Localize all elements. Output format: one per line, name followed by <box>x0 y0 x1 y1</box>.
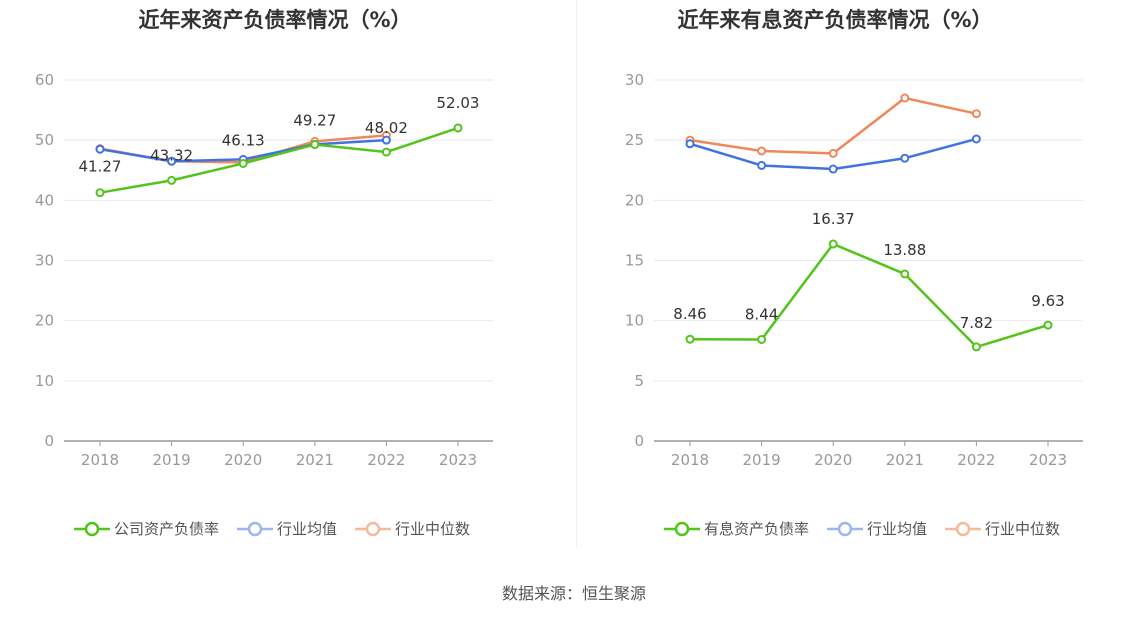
x-tick-label: 2020 <box>814 451 852 469</box>
data-point <box>453 123 463 133</box>
legend-line-green-icon <box>664 521 700 536</box>
data-label: 13.88 <box>883 241 926 259</box>
legend-label: 行业中位数 <box>985 520 1061 538</box>
x-tick-label: 2019 <box>153 451 191 469</box>
y-tick-label: 15 <box>625 252 644 270</box>
data-point <box>685 334 695 344</box>
data-source-note: 数据来源：恒生聚源 <box>501 584 646 603</box>
data-point <box>828 164 838 174</box>
data-point <box>310 140 320 150</box>
y-tick-label: 0 <box>44 432 54 450</box>
data-point <box>900 269 910 279</box>
legend-item-industry-mean[interactable]: 行业均值 <box>237 518 337 539</box>
legend-item-interest-ratio[interactable]: 有息资产负债率 <box>664 518 809 539</box>
legend-label: 公司资产负债率 <box>114 520 220 538</box>
right-legend: 有息资产负债率 行业均值 行业中位数 <box>664 518 1078 539</box>
x-tick-label: 2022 <box>957 451 995 469</box>
data-point <box>971 109 981 119</box>
right-chart-title: 近年来有息资产负债率情况（%） <box>677 8 993 32</box>
data-point <box>95 144 105 154</box>
series-line <box>689 96 977 155</box>
legend-line-blue-icon <box>237 521 274 536</box>
legend-item-company-ratio[interactable]: 公司资产负债率 <box>74 518 219 539</box>
x-tick-label: 2020 <box>224 451 262 469</box>
data-point <box>971 342 981 352</box>
x-tick-label: 2018 <box>671 451 709 469</box>
x-tick-label: 2023 <box>439 451 477 469</box>
data-point <box>757 334 767 344</box>
y-tick-label: 10 <box>625 312 644 330</box>
legend-label: 行业均值 <box>277 520 338 538</box>
data-point <box>900 153 910 163</box>
y-tick-label: 5 <box>634 372 644 390</box>
y-tick-label: 20 <box>625 191 644 209</box>
y-tick-label: 30 <box>625 71 644 89</box>
data-label: 48.02 <box>365 119 408 137</box>
y-tick-label: 25 <box>625 131 644 149</box>
data-point <box>828 239 838 249</box>
legend-label: 行业中位数 <box>395 520 471 538</box>
x-tick-label: 2018 <box>81 451 119 469</box>
legend-line-green-icon <box>74 521 110 536</box>
data-label: 43.32 <box>150 146 193 164</box>
data-point <box>381 135 391 145</box>
left-chart-title: 近年来资产负债率情况（%） <box>138 8 412 32</box>
data-point <box>381 147 391 157</box>
data-label: 8.46 <box>673 305 706 323</box>
data-label: 49.27 <box>293 112 336 130</box>
data-point <box>757 160 767 170</box>
legend-label: 有息资产负债率 <box>704 520 810 538</box>
data-point <box>238 158 248 168</box>
data-label: 7.82 <box>960 314 993 332</box>
y-tick-label: 40 <box>35 191 54 209</box>
x-tick-label: 2022 <box>367 451 405 469</box>
x-tick-label: 2023 <box>1029 451 1067 469</box>
data-point <box>828 148 838 158</box>
y-tick-label: 50 <box>35 131 54 149</box>
data-label: 46.13 <box>222 131 265 149</box>
data-label: 8.44 <box>745 305 778 323</box>
legend-item-industry-mean[interactable]: 行业均值 <box>827 518 927 539</box>
y-tick-label: 10 <box>35 372 54 390</box>
y-tick-label: 0 <box>634 432 644 450</box>
data-label: 16.37 <box>812 210 855 228</box>
legend-item-industry-median[interactable]: 行业中位数 <box>355 518 470 539</box>
data-point <box>167 156 177 166</box>
x-tick-label: 2021 <box>296 451 334 469</box>
y-tick-label: 30 <box>35 252 54 270</box>
data-point <box>900 93 910 103</box>
series-line <box>99 126 459 194</box>
data-point <box>971 134 981 144</box>
x-tick-label: 2019 <box>743 451 781 469</box>
data-point <box>685 139 695 149</box>
legend-line-orange-icon <box>945 521 982 536</box>
legend-line-blue-icon <box>827 521 864 536</box>
chart-divider <box>576 0 577 548</box>
x-tick-label: 2021 <box>886 451 924 469</box>
data-label: 9.63 <box>1031 292 1064 310</box>
left-legend: 公司资产负债率 行业均值 行业中位数 <box>74 518 488 539</box>
y-tick-label: 60 <box>35 71 54 89</box>
legend-line-orange-icon <box>355 521 392 536</box>
data-point <box>167 175 177 185</box>
data-label: 52.03 <box>437 94 480 112</box>
legend-label: 行业均值 <box>867 520 928 538</box>
data-label: 41.27 <box>79 158 122 176</box>
data-point <box>95 188 105 198</box>
data-point <box>757 146 767 156</box>
data-point <box>1043 320 1053 330</box>
legend-item-industry-median[interactable]: 行业中位数 <box>945 518 1060 539</box>
y-tick-label: 20 <box>35 312 54 330</box>
series-line <box>689 242 1049 349</box>
